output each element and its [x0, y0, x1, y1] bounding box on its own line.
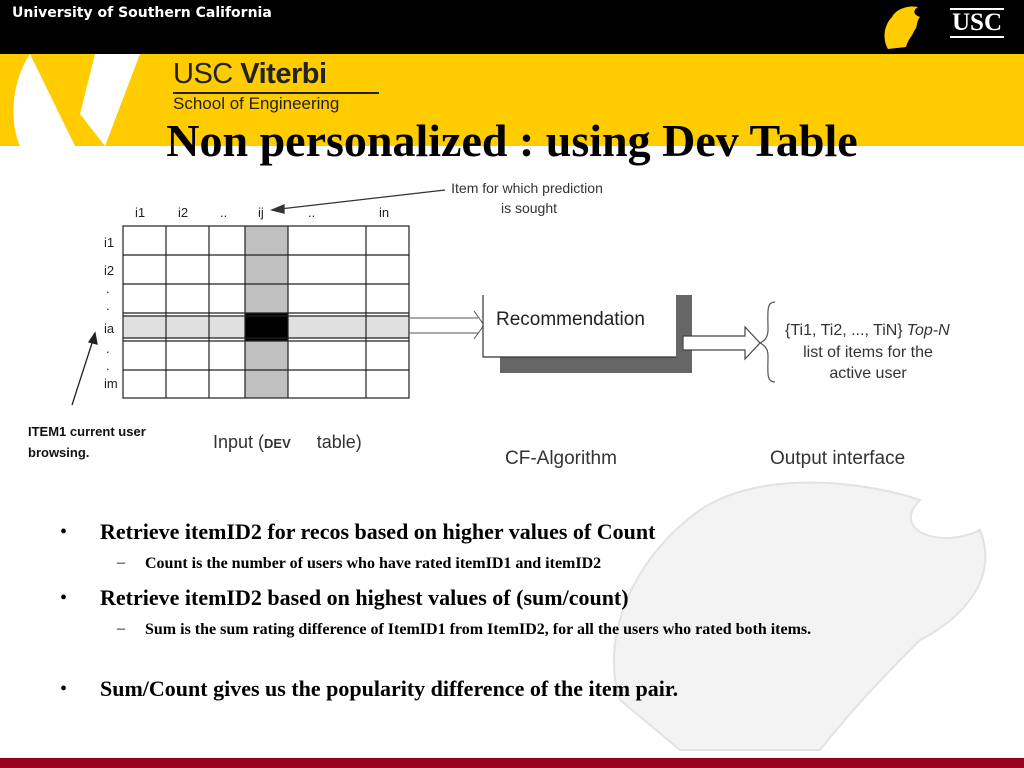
sub-bullet-item: Sum is the sum rating difference of Item… [145, 621, 812, 638]
grid-lines [122, 225, 410, 399]
school-name: School of Engineering [173, 94, 340, 113]
row-label: . [106, 341, 110, 356]
col-label: i1 [135, 205, 145, 220]
output-list: {Ti1, Ti2, ..., TiN} Top-N [785, 322, 950, 339]
dash-icon: – [117, 554, 125, 571]
trojan-head-icon [884, 6, 920, 49]
row-label: i2 [104, 263, 114, 278]
bullet-item: Retrieve itemID2 based on highest values… [100, 585, 629, 610]
algo-label: CF-Algorithm [505, 448, 617, 469]
logo-divider [173, 92, 379, 94]
column-ij-highlight [245, 226, 288, 398]
col-label: .. [220, 205, 227, 220]
university-name: University of Southern California [12, 5, 272, 21]
annotation-text: Item for which prediction [451, 180, 603, 196]
brace-icon [758, 301, 776, 383]
row-label: i1 [104, 235, 114, 250]
col-label: i2 [178, 205, 188, 220]
row-label: . [106, 358, 110, 373]
item-note: browsing. [28, 445, 89, 460]
annotation-text: is sought [501, 200, 557, 216]
usc-logo: USC [950, 8, 1005, 38]
viterbi-v-mark [13, 54, 140, 146]
brand-band: USC Viterbi School of Engineering [0, 54, 1024, 146]
output-list: active user [829, 365, 907, 382]
bullet-icon: • [60, 678, 68, 700]
input-arrow-icon [410, 310, 485, 340]
row-label: . [106, 298, 110, 313]
row-label: . [106, 281, 110, 296]
output-interface-label: Output interface [770, 448, 905, 469]
brand-viterbi: Viterbi [240, 58, 327, 90]
sub-bullet-item: Count is the number of users who have ra… [145, 555, 602, 572]
slide-title: Non personalized : using Dev Table [166, 115, 858, 166]
watermark-trojan [612, 481, 987, 751]
bullet-icon: • [60, 521, 68, 543]
col-label: .. [308, 205, 315, 220]
annotation-arrow-icon [269, 189, 446, 214]
row-label: ia [104, 321, 115, 336]
cf-diagram: i1 i2 .. ij .. in i1 i2 . . ia . . im It… [28, 180, 950, 469]
footer-bar [0, 758, 1024, 768]
bullet-icon: • [60, 587, 68, 609]
input-label: Input (DEV table) [213, 432, 362, 452]
col-label: in [379, 205, 389, 220]
col-label: ij [258, 205, 264, 220]
item-note: ITEM1 current user [28, 424, 146, 439]
output-list: list of items for the [803, 344, 933, 361]
recommendation-label: Recommendation [496, 309, 645, 330]
bullet-item: Sum/Count gives us the popularity differ… [100, 676, 679, 701]
row-label: im [104, 376, 118, 391]
viterbi-logo: USC Viterbi [173, 58, 327, 91]
bullet-item: Retrieve itemID2 for recos based on high… [100, 519, 656, 544]
target-cell [245, 313, 288, 341]
recommendation-box [483, 292, 676, 357]
header-bar: University of Southern California USC [0, 0, 1024, 54]
dash-icon: – [117, 620, 125, 637]
output-arrow-icon [682, 325, 761, 361]
item1-arrow-icon [71, 331, 98, 406]
brand-usc: USC [173, 58, 233, 90]
